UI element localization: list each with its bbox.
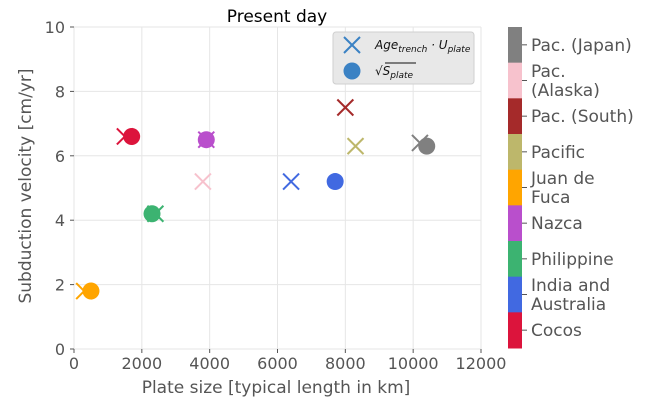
y-tick-label: 6 [55,147,65,166]
cross-stroke [194,172,212,191]
colorbar-label: Philippine [531,250,614,270]
colorbar-label: Juan de Fuca [530,169,595,208]
colorbar: Pac. (Japan) Pac. (Alaska) Pac. (South) Paci… [508,27,634,349]
colorbar-segment [508,205,522,242]
colorbar-label: India and Australia [531,276,610,315]
cross-stroke [282,172,300,191]
legend-cross-stroke [343,36,361,54]
colorbar-segment [508,276,522,313]
legend-circle [343,62,361,80]
colorbar-segment [508,98,522,135]
cross-stroke [346,137,365,155]
circle-marker [418,137,436,155]
y-tick-label: 10 [45,18,65,37]
colorbar-label: Pac. (Alaska) [531,62,600,101]
y-tick-label: 4 [55,211,65,230]
legend: Agetrench · Uplate √Splate [332,31,475,85]
x-tick-label: 4000 [189,354,230,373]
legend-box [332,31,475,85]
x-tick-label: 12000 [456,354,507,373]
colorbar-label: Cocos [531,321,582,341]
circle-marker [123,127,141,145]
y-tick-label: 2 [55,276,65,295]
y-axis-label: Subduction velocity [cm/yr] [16,68,36,303]
data-points [75,98,436,300]
legend-label-circle: √Splate [375,64,414,81]
x-tick-label: 2000 [121,354,162,373]
cross-marker [346,137,365,155]
chart-title: Present day [227,7,327,27]
cross-marker [336,98,355,117]
colorbar-segment [508,62,522,99]
x-tick-label: 0 [69,354,79,373]
axes: 0 2000 4000 6000 8000 10000 12000 0 2 4 6 8 10 [45,18,507,373]
colorbar-label: Nazca [531,214,583,234]
x-tick-label: 6000 [257,354,298,373]
x-tick-label: 10000 [388,354,439,373]
colorbar-segment [508,169,522,206]
y-tick-label: 8 [55,82,65,101]
cross-marker [282,172,300,191]
colorbar-label: Pacific [531,143,585,163]
circle-marker [326,173,344,191]
colorbar-segment [508,134,522,171]
y-tick-label: 0 [55,340,65,359]
colorbar-label: Pac. (South) [531,107,634,127]
x-axis-label: Plate size [typical length in km] [142,378,411,398]
legend-label-cross: Agetrench · Uplate [374,38,471,55]
circle-marker [197,131,215,149]
cross-stroke [336,98,355,117]
circle-marker [143,205,161,223]
colorbar-segment [508,312,522,349]
colorbar-label: Pac. (Japan) [531,36,632,56]
cross-marker [194,172,212,191]
circle-marker [82,282,100,300]
colorbar-segment [508,27,522,64]
colorbar-segment [508,241,522,278]
x-tick-label: 8000 [325,354,366,373]
